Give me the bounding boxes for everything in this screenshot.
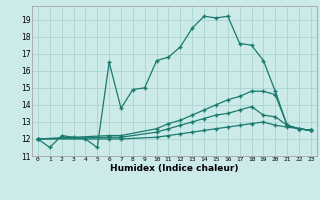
X-axis label: Humidex (Indice chaleur): Humidex (Indice chaleur) — [110, 164, 239, 173]
